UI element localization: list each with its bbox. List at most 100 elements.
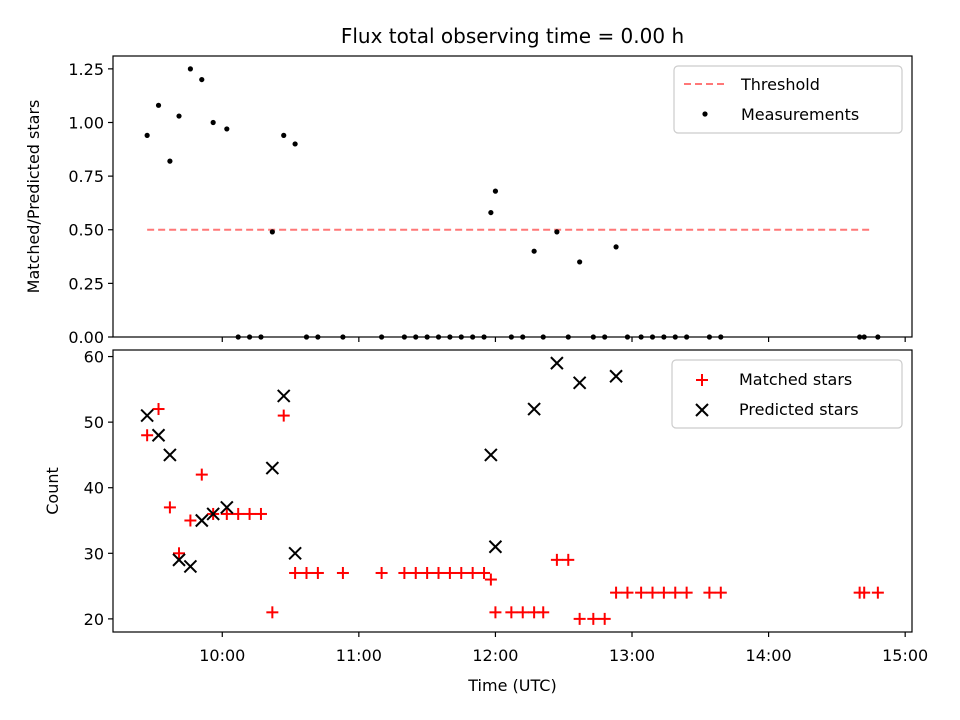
- top-y-ticks: 0.00 0.25 0.50 0.75 1.00 1.25: [68, 60, 113, 347]
- matched-star-point: [657, 586, 670, 599]
- matched-star-point: [421, 566, 434, 579]
- matched-star-point: [562, 553, 575, 566]
- matched-star-point: [598, 612, 611, 625]
- matched-star-point: [300, 566, 313, 579]
- bottom-x-ticks: 10:00 11:00 12:00 13:00 14:00 15:00: [199, 632, 928, 665]
- predicted-star-point: [140, 408, 154, 423]
- predicted-star-point: [572, 376, 587, 390]
- matched-star-point: [141, 429, 154, 442]
- bottom-y-tick-label: 20: [84, 610, 104, 629]
- top-y-tick-label: 0.00: [68, 328, 104, 347]
- legend-predicted-swatch: [695, 403, 709, 417]
- predicted-star-point: [195, 513, 209, 528]
- matched-star-point: [669, 586, 682, 599]
- x-tick-label: 14:00: [746, 646, 792, 665]
- matched-star-point: [443, 566, 456, 579]
- bottom-y-tick-label: 30: [84, 544, 104, 563]
- matched-star-point: [163, 501, 176, 514]
- measurement-point: [144, 132, 150, 138]
- matched-star-point: [489, 606, 502, 619]
- bottom-axes-frame: [112, 349, 913, 633]
- measurement-point: [187, 66, 193, 72]
- top-y-tick-label: 0.25: [68, 274, 104, 293]
- matched-star-point: [232, 507, 245, 520]
- predicted-star-point: [527, 402, 541, 416]
- top-x-ticks: [221, 337, 906, 342]
- matched-star-point: [254, 507, 267, 520]
- measurement-point: [176, 113, 182, 119]
- matched-star-point: [409, 566, 422, 579]
- matched-star-point: [680, 586, 693, 599]
- predicted-star-point: [163, 448, 177, 462]
- matched-star-point: [478, 566, 491, 579]
- bottom-y-tick-label: 50: [84, 413, 104, 432]
- measurement-point: [210, 119, 216, 126]
- predicted-star-point: [220, 500, 234, 515]
- measurement-point: [269, 229, 275, 235]
- top-plot-area: [144, 66, 881, 340]
- matched-star-point: [375, 566, 388, 579]
- predicted-star-point: [183, 559, 198, 574]
- matched-star-point: [195, 468, 208, 481]
- matched-star-point: [505, 606, 518, 619]
- bottom-plot-area: [140, 356, 884, 625]
- matched-star-point: [537, 606, 550, 619]
- predicted-star-point: [277, 389, 291, 403]
- measurement-point: [199, 76, 205, 83]
- matched-star-point: [858, 586, 871, 599]
- measurement-point: [492, 188, 499, 194]
- measurement-point: [292, 141, 298, 147]
- measurement-point: [531, 248, 537, 254]
- top-y-axis-label: Matched/Predicted stars: [24, 100, 43, 294]
- matched-star-point: [550, 553, 563, 566]
- measurement-point: [155, 102, 162, 108]
- matched-star-point: [703, 586, 716, 599]
- x-tick-label: 10:00: [199, 646, 245, 665]
- matched-star-point: [220, 507, 233, 520]
- matched-star-point: [610, 586, 623, 599]
- top-y-tick-label: 0.75: [68, 167, 104, 186]
- matched-star-point: [152, 403, 165, 416]
- matched-star-point: [484, 573, 497, 586]
- matched-star-point: [184, 514, 197, 527]
- matched-star-point: [277, 409, 290, 422]
- matched-star-point: [714, 586, 727, 599]
- top-y-tick-label: 0.50: [68, 221, 104, 240]
- matched-star-point: [311, 566, 324, 579]
- x-tick-label: 11:00: [336, 646, 382, 665]
- predicted-star-point: [484, 448, 498, 462]
- x-tick-label: 13:00: [609, 646, 655, 665]
- legend-measurements-swatch: [702, 111, 708, 117]
- matched-star-point: [646, 586, 659, 599]
- x-tick-label: 15:00: [882, 646, 928, 665]
- matched-star-point: [243, 507, 256, 520]
- measurement-point: [488, 209, 494, 216]
- bottom-y-ticks: 20 30 40 50 60: [84, 348, 113, 629]
- matched-star-point: [516, 606, 529, 619]
- top-legend: Threshold Measurements: [673, 65, 903, 134]
- bottom-y-tick-label: 60: [84, 348, 104, 367]
- predicted-star-point: [265, 461, 280, 475]
- matched-star-point: [398, 566, 411, 579]
- matched-star-point: [289, 566, 302, 579]
- matched-star-point: [871, 586, 884, 599]
- legend-matched-label: Matched stars: [739, 370, 852, 389]
- top-panel-ratio: 0.00 0.25 0.50 0.75 1.00 1.25 Matched/Predict…: [24, 55, 913, 347]
- measurement-point: [613, 244, 619, 250]
- predicted-star-point: [550, 356, 564, 370]
- matched-star-point: [455, 566, 468, 579]
- bottom-legend-box: [671, 359, 903, 429]
- matched-star-point: [173, 547, 186, 560]
- matched-star-point: [466, 566, 479, 579]
- legend-measurements-label: Measurements: [741, 105, 859, 124]
- measurement-point: [167, 158, 173, 164]
- bottom-x-axis-label: Time (UTC): [467, 676, 556, 695]
- bottom-y-tick-label: 40: [84, 479, 104, 498]
- top-y-tick-label: 1.00: [68, 113, 104, 132]
- bottom-panel-counts: 20 30 40 50 60 10:00 11:00 12:00 13:00 14:00 15:0…: [43, 348, 928, 695]
- legend-matched-swatch: [696, 374, 708, 386]
- chart-title: Flux total observing time = 0.00 h: [341, 24, 684, 48]
- predicted-star-point: [609, 369, 623, 383]
- matched-star-point: [587, 612, 600, 625]
- x-tick-label: 12:00: [472, 646, 518, 665]
